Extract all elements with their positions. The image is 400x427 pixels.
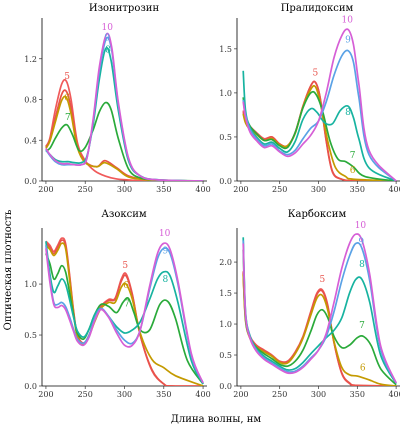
- y-tick-label: 0.5: [219, 351, 232, 360]
- curve-label-5: 5: [64, 72, 70, 82]
- y-axis-label: Оптическая плотность: [3, 209, 14, 330]
- x-tick-label: 200: [233, 185, 248, 194]
- y-tick-label: 0.8: [24, 96, 37, 105]
- curve-label-6: 6: [64, 94, 70, 104]
- panel-1: Изонитрозин 200 250 300 350 400 0.0 0.4 0.8 1.2 5 6…: [24, 3, 210, 194]
- x-tick-label: 200: [38, 390, 53, 399]
- x-tick-label: 300: [311, 390, 326, 399]
- series-line-5: [242, 273, 397, 386]
- series-line-9: [45, 245, 204, 384]
- curve-label-10: 10: [355, 221, 367, 231]
- y-tick-label: 1.2: [24, 55, 37, 64]
- curve-label-5: 5: [320, 275, 326, 285]
- curve-label-6: 6: [123, 281, 129, 291]
- y-tick-label: 0.0: [24, 382, 37, 391]
- curve-label-7: 7: [124, 299, 130, 309]
- series-line-7: [242, 249, 397, 386]
- y-tick-label: 1.5: [219, 289, 232, 298]
- panel-title: Азоксим: [101, 209, 147, 220]
- x-tick-label: 250: [272, 185, 287, 194]
- series-line-10: [45, 32, 204, 181]
- x-tick-label: 200: [233, 390, 248, 399]
- x-tick-label: 400: [388, 390, 400, 399]
- series-line-8: [242, 70, 397, 181]
- curve-label-10: 10: [159, 229, 171, 239]
- curve-label-7: 7: [359, 321, 365, 331]
- curve-label-5: 5: [122, 261, 128, 271]
- panel-4: Карбоксим 200 250 300 350 400 0.0 0.5 1.0 1.5 2.0 5…: [219, 209, 400, 399]
- series-line-10: [242, 28, 397, 181]
- y-tick-label: 1.0: [219, 89, 232, 98]
- x-tick-label: 400: [388, 185, 400, 194]
- curve-label-7: 7: [65, 113, 71, 123]
- panel-title: Пралидоксим: [281, 3, 354, 14]
- panel-2: Пралидоксим 200 250 300 350 400 0.0 0.5 1.0 1.5 5 1…: [219, 3, 400, 194]
- series-line-10: [45, 242, 204, 384]
- series-line-7: [45, 253, 204, 385]
- series-line-7: [242, 90, 397, 181]
- x-tick-label: 250: [272, 390, 287, 399]
- panel-title: Изонитрозин: [89, 3, 160, 14]
- series-line-9: [242, 49, 397, 181]
- x-axis-label: Длина волны, нм: [171, 414, 262, 425]
- curve-label-10: 10: [341, 15, 353, 25]
- y-tick-label: 2.0: [219, 258, 232, 267]
- curve-label-8: 8: [162, 275, 168, 285]
- y-tick-label: 0.4: [24, 136, 37, 145]
- y-tick-label: 0.5: [24, 331, 37, 340]
- x-tick-label: 200: [38, 185, 53, 194]
- x-tick-label: 300: [311, 185, 326, 194]
- curve-label-9: 9: [104, 33, 110, 43]
- y-tick-label: 1.0: [24, 280, 37, 289]
- curve-label-5: 5: [313, 68, 319, 78]
- x-tick-label: 250: [78, 185, 93, 194]
- x-tick-label: 350: [350, 390, 365, 399]
- series-line-4: [242, 271, 397, 386]
- curve-label-7: 7: [350, 151, 356, 161]
- panel-3: Азоксим 200 250 300 350 400 0.0 0.5 1.0 5 6 7 10 9 8: [24, 209, 210, 399]
- curve-label-10: 10: [101, 23, 113, 33]
- x-tick-label: 300: [117, 390, 132, 399]
- curve-label-9: 9: [162, 246, 168, 256]
- x-tick-label: 350: [156, 390, 171, 399]
- series-line-10: [242, 233, 397, 384]
- curve-label-8: 8: [359, 260, 365, 270]
- y-tick-label: 0.0: [219, 177, 232, 186]
- panel-title: Карбоксим: [288, 209, 347, 220]
- y-tick-label: 1.5: [219, 45, 232, 54]
- x-tick-label: 250: [78, 390, 93, 399]
- x-tick-label: 350: [350, 185, 365, 194]
- x-tick-label: 400: [195, 390, 210, 399]
- x-tick-label: 400: [195, 185, 210, 194]
- y-tick-label: 1.0: [219, 320, 232, 329]
- y-tick-label: 0.0: [24, 177, 37, 186]
- curve-label-6: 6: [350, 166, 356, 176]
- curve-label-8: 8: [105, 46, 111, 56]
- y-tick-label: 0.5: [219, 133, 232, 142]
- y-tick-label: 0.0: [219, 382, 232, 391]
- x-tick-label: 300: [117, 185, 132, 194]
- curve-label-9: 9: [358, 238, 364, 248]
- curve-label-8: 8: [345, 108, 351, 118]
- x-tick-label: 350: [156, 185, 171, 194]
- curve-label-9: 9: [345, 36, 351, 46]
- curve-label-6: 6: [360, 364, 366, 374]
- series-line-5: [242, 80, 397, 181]
